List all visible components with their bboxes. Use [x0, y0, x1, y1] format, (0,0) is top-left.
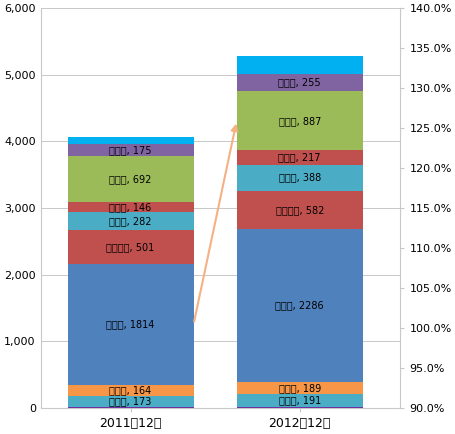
Bar — [236, 56, 362, 74]
Text: 兵庫県, 175: 兵庫県, 175 — [109, 145, 152, 155]
Bar — [236, 394, 362, 407]
Text: 愛知県, 282: 愛知県, 282 — [109, 216, 152, 226]
Text: 大阪府, 692: 大阪府, 692 — [109, 174, 152, 184]
Bar — [236, 74, 362, 91]
Bar — [67, 264, 193, 385]
Text: 京都府, 146: 京都府, 146 — [109, 202, 152, 212]
Bar — [67, 202, 193, 212]
Bar — [67, 156, 193, 202]
Bar — [67, 137, 193, 144]
Text: 埼玉県, 191: 埼玉県, 191 — [278, 395, 320, 405]
Text: 千葉県, 164: 千葉県, 164 — [109, 385, 152, 395]
Text: 東京都, 2286: 東京都, 2286 — [275, 300, 324, 310]
Text: 千葉県, 189: 千葉県, 189 — [278, 383, 320, 393]
Bar — [236, 381, 362, 394]
Bar — [236, 229, 362, 381]
Text: 京都府, 217: 京都府, 217 — [278, 152, 320, 162]
Bar — [236, 164, 362, 191]
Text: 埼玉県, 173: 埼玉県, 173 — [109, 396, 152, 406]
Text: 東京都, 1814: 東京都, 1814 — [106, 319, 154, 329]
Bar — [67, 144, 193, 156]
Bar — [67, 396, 193, 407]
Bar — [236, 407, 362, 408]
Bar — [236, 191, 362, 229]
Bar — [67, 385, 193, 396]
Text: 兵庫県, 255: 兵庫県, 255 — [278, 78, 320, 88]
Bar — [67, 230, 193, 264]
Bar — [236, 150, 362, 164]
Text: 愛知県, 388: 愛知県, 388 — [278, 173, 320, 183]
Bar — [67, 212, 193, 230]
Text: 大阪府, 887: 大阪府, 887 — [278, 116, 320, 126]
Text: 神奈川県, 582: 神奈川県, 582 — [275, 205, 323, 215]
Text: 神奈川県, 501: 神奈川県, 501 — [106, 242, 154, 252]
Bar — [67, 407, 193, 408]
Bar — [236, 91, 362, 150]
